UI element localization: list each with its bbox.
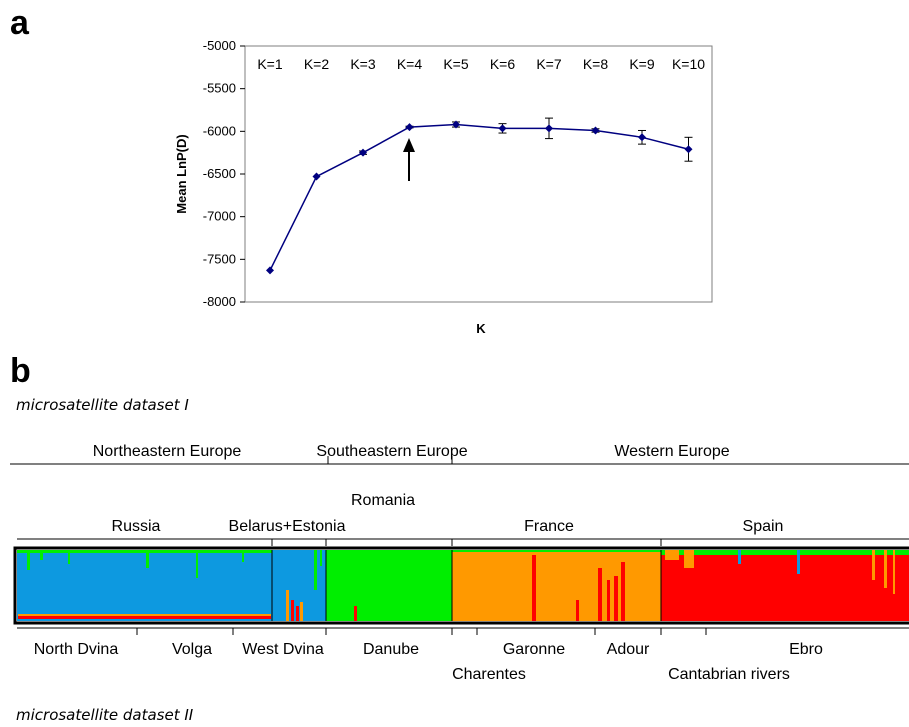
- data-point: [498, 124, 507, 133]
- cluster-block-blue: [17, 550, 272, 621]
- data-point: [266, 266, 274, 275]
- region-label: Northeastern Europe: [93, 443, 242, 460]
- k-category-label: K=4: [397, 56, 423, 72]
- data-point: [684, 145, 693, 154]
- y-tick-label: -6500: [203, 166, 236, 181]
- river-label: Ebro: [789, 641, 823, 658]
- y-tick-label: -6000: [203, 123, 236, 138]
- country-label: France: [524, 518, 574, 535]
- y-tick-label: -7000: [203, 209, 236, 224]
- y-tick-label: -7500: [203, 251, 236, 266]
- river-label: Danube: [363, 641, 419, 658]
- y-tick-label: -8000: [203, 294, 236, 309]
- river-label: Cantabrian rivers: [668, 666, 790, 683]
- river-label: Volga: [172, 641, 212, 658]
- k-plot: -5000 -5500 -6000 -6500 -7000 -7500 -8000 K=1 K…: [174, 38, 713, 336]
- cluster-block-green: [326, 550, 452, 621]
- river-label: West Dvina: [242, 641, 324, 658]
- country-label: Belarus+Estonia: [229, 518, 346, 535]
- k-category-label: K=7: [536, 56, 562, 72]
- data-point: [359, 148, 367, 157]
- dataset-1-label: microsatellite dataset I: [16, 396, 189, 414]
- k-category-label: K=6: [490, 56, 516, 72]
- k-category-label: K=8: [583, 56, 609, 72]
- k-category-label: K=1: [257, 56, 283, 72]
- data-point: [452, 120, 460, 129]
- panel-b-letter: b: [10, 352, 31, 390]
- country-label: Romania: [351, 492, 415, 509]
- series-line: [269, 123, 689, 271]
- country-label: Spain: [743, 518, 784, 535]
- data-point: [591, 126, 600, 135]
- k-category-label: K=10: [672, 56, 705, 72]
- k-category-label: K=5: [443, 56, 469, 72]
- y-tick-label: -5500: [203, 81, 236, 96]
- data-point: [545, 124, 553, 133]
- panel-a-letter: a: [10, 4, 29, 42]
- k4-arrow: [403, 138, 415, 181]
- river-label: Garonne: [503, 641, 565, 658]
- structure-plot: Northeastern Europe Southeastern Europe …: [10, 443, 909, 683]
- country-label: Russia: [112, 518, 161, 535]
- river-label: Adour: [607, 641, 650, 658]
- cluster-block-orange: [452, 550, 661, 621]
- data-point: [312, 172, 321, 181]
- k-category-label: K=2: [304, 56, 330, 72]
- region-label: Western Europe: [614, 443, 729, 460]
- river-label: North Dvina: [34, 641, 119, 658]
- assignment-barplot: [13, 546, 909, 625]
- k-category-label: K=3: [350, 56, 376, 72]
- x-axis-label: K: [476, 321, 486, 336]
- region-label: Southeastern Europe: [316, 443, 467, 460]
- y-axis-label: Mean LnP(D): [174, 134, 189, 213]
- data-point: [405, 123, 414, 132]
- data-point: [638, 133, 646, 142]
- dataset-2-label: microsatellite dataset II: [16, 706, 194, 724]
- y-tick-label: -5000: [203, 38, 236, 53]
- k-category-label: K=9: [629, 56, 655, 72]
- river-label: Charentes: [452, 666, 526, 683]
- cluster-block-red: [661, 550, 909, 621]
- plot-frame: [244, 45, 713, 303]
